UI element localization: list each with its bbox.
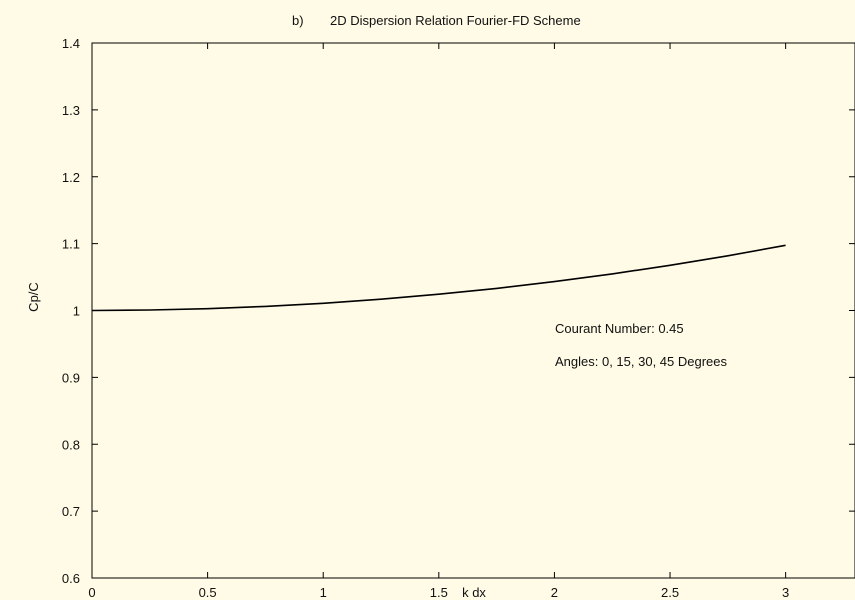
y-tick-label: 1.4 <box>62 36 80 51</box>
y-tick-label: 0.6 <box>62 571 80 586</box>
y-tick-label: 0.7 <box>62 504 80 519</box>
x-axis-ticks: 0 0.5 1 1.5 2 2.5 3 <box>88 43 789 600</box>
x-tick-label: 2.5 <box>661 585 679 600</box>
series-layer <box>91 244 786 312</box>
x-tick-label: 1.5 <box>430 585 448 600</box>
y-tick-label: 1.2 <box>62 170 80 185</box>
y-tick-label: 0.9 <box>62 370 80 385</box>
x-tick-label: 0.5 <box>199 585 217 600</box>
x-axis-label: k dx <box>462 585 486 600</box>
y-tick-label: 1.1 <box>62 237 80 252</box>
x-tick-label: 3 <box>782 585 789 600</box>
y-tick-label: 1 <box>73 304 80 319</box>
plot-frame <box>91 42 855 579</box>
x-tick-label: 0 <box>88 585 95 600</box>
y-axis-ticks: 0.6 0.7 0.8 0.9 1 1.1 1.2 1.3 1.4 <box>62 36 855 586</box>
chart-title: 2D Dispersion Relation Fourier-FD Scheme <box>330 13 581 28</box>
x-tick-label: 1 <box>320 585 327 600</box>
annotation-courant: Courant Number: 0.45 <box>555 321 684 336</box>
chart-title-prefix: b) <box>292 13 304 28</box>
y-axis-label: Cp/C <box>26 282 41 312</box>
x-tick-label: 2 <box>551 585 558 600</box>
annotation-angles: Angles: 0, 15, 30, 45 Degrees <box>555 354 728 369</box>
y-tick-label: 1.3 <box>62 103 80 118</box>
y-tick-label: 0.8 <box>62 437 80 452</box>
series-line <box>91 244 786 312</box>
